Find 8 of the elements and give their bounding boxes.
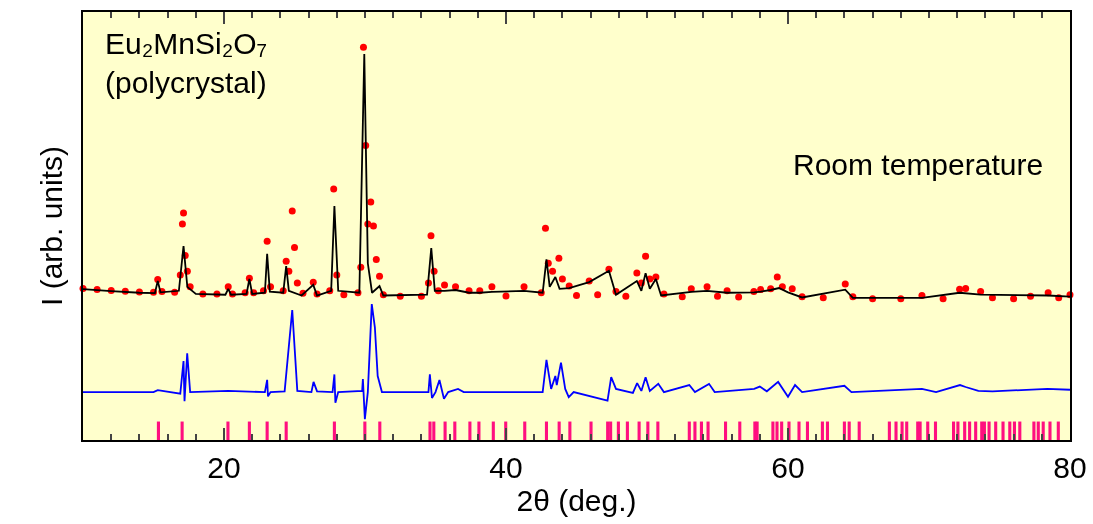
x-tick-label: 20 [207, 451, 241, 484]
x-axis-title: 2θ (deg.) [516, 484, 637, 517]
annotation: Eu₂MnSi₂O₇ (polycrystal) [105, 27, 267, 99]
x-tick-label: 60 [771, 451, 805, 484]
x-tick-label: 80 [1053, 451, 1087, 484]
x-tick-label: 40 [489, 451, 523, 484]
y-axis-title: I (arb. units) [34, 145, 68, 307]
annotation: Room temperature [793, 148, 1044, 181]
